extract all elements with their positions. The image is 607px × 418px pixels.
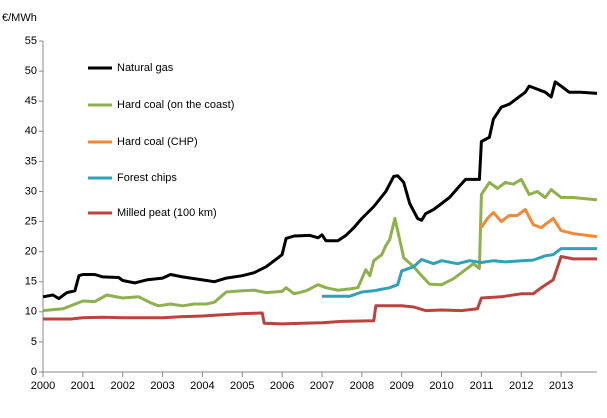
legend-label: Milled peat (100 km) bbox=[117, 207, 217, 219]
y-axis-label: €/MWh bbox=[2, 12, 37, 24]
series-line bbox=[322, 247, 597, 298]
y-tick-label: 50 bbox=[25, 65, 37, 77]
y-tick-label: 45 bbox=[25, 95, 37, 107]
y-tick-label: 20 bbox=[25, 246, 37, 258]
y-tick-label: 5 bbox=[31, 336, 37, 348]
x-tick-label: 2005 bbox=[230, 380, 254, 392]
x-tick-label: 2012 bbox=[509, 380, 533, 392]
legend-label: Natural gas bbox=[117, 62, 174, 74]
x-tick-label: 2007 bbox=[310, 380, 334, 392]
x-tick-label: 2011 bbox=[470, 380, 494, 392]
x-tick-label: 2009 bbox=[389, 380, 413, 392]
legend-label: Hard coal (CHP) bbox=[117, 136, 198, 148]
y-tick-label: 10 bbox=[25, 306, 37, 318]
x-tick-label: 2006 bbox=[270, 380, 294, 392]
x-tick-label: 2002 bbox=[110, 380, 134, 392]
y-tick-label: 25 bbox=[25, 215, 37, 227]
x-tick-label: 2010 bbox=[429, 380, 453, 392]
y-tick-label: 35 bbox=[25, 155, 37, 167]
series-line bbox=[43, 255, 597, 326]
y-tick-label: 30 bbox=[25, 185, 37, 197]
y-tick-label: 0 bbox=[31, 366, 37, 378]
series-line bbox=[480, 208, 598, 239]
x-tick-label: 2003 bbox=[150, 380, 174, 392]
y-tick-label: 40 bbox=[25, 125, 37, 137]
series-line bbox=[42, 80, 598, 301]
x-tick-label: 2013 bbox=[549, 380, 573, 392]
y-tick-label: 55 bbox=[25, 35, 37, 47]
x-tick-label: 2001 bbox=[71, 380, 95, 392]
x-tick-label: 2008 bbox=[350, 380, 374, 392]
legend-label: Hard coal (on the coast) bbox=[117, 99, 234, 111]
series-line bbox=[42, 177, 598, 313]
y-tick-label: 15 bbox=[25, 276, 37, 288]
x-tick-label: 2000 bbox=[31, 380, 55, 392]
x-tick-label: 2004 bbox=[190, 380, 214, 392]
legend-label: Forest chips bbox=[117, 172, 177, 184]
